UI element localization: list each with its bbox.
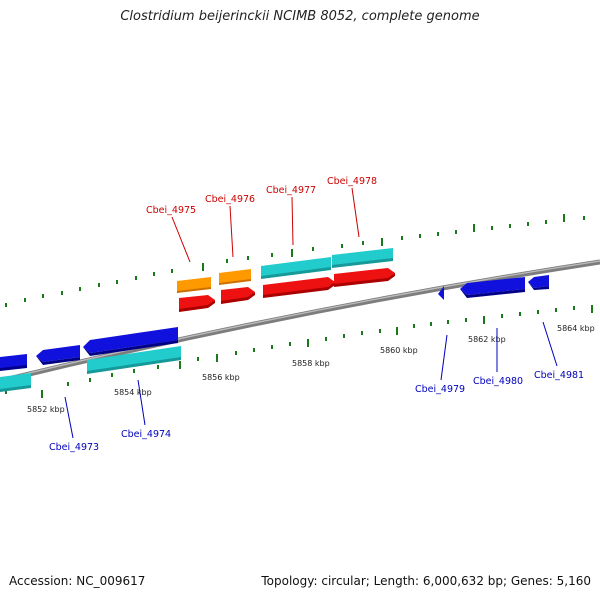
map-title: Clostridium beijerinckii NCIMB 8052, com…: [120, 9, 480, 24]
gene-label-cbei-4974: Cbei_4974: [121, 429, 171, 440]
feature-cbei-4979-cds: [438, 286, 444, 300]
gene-label-cbei-4981: Cbei_4981: [534, 370, 584, 381]
genome-summary-text: Topology: circular; Length: 6,000,632 bp…: [261, 574, 591, 588]
bottom-tick-track: [5, 305, 593, 398]
feature-cbei-4978-gene: [332, 248, 393, 266]
forward-features: [177, 248, 395, 312]
feature-cbei-4977-cds: [263, 277, 335, 296]
kbp-label-5852: 5852 kbp: [27, 405, 65, 414]
gene-label-cbei-4977: Cbei_4977: [266, 185, 316, 196]
feature-cbei-4977-gene: [261, 257, 331, 277]
feature-cbei-4980-cds: [460, 277, 525, 295]
genome-backbone: [0, 259, 600, 384]
feature-cbei-4981-cds: [528, 275, 549, 288]
feature-cbei-4973-gene: [0, 373, 31, 390]
kbp-label-5864: 5864 kbp: [557, 324, 595, 333]
reverse-gene-labels: Cbei_4973 Cbei_4974 Cbei_4979 Cbei_4980 …: [49, 321, 584, 453]
forward-gene-labels: Cbei_4975 Cbei_4976 Cbei_4977 Cbei_4978: [146, 176, 377, 263]
gene-label-cbei-4979: Cbei_4979: [415, 384, 465, 395]
kbp-label-5862: 5862 kbp: [468, 335, 506, 344]
top-tick-track: [5, 214, 585, 307]
feature-cbei-4974-cds: [83, 327, 178, 353]
feature-cbei-4978-cds: [334, 268, 395, 285]
gene-label-cbei-4978: Cbei_4978: [327, 176, 377, 187]
kbp-label-5860: 5860 kbp: [380, 346, 418, 355]
gene-label-cbei-4980: Cbei_4980: [473, 376, 523, 387]
kbp-label-5858: 5858 kbp: [292, 359, 330, 368]
kbp-label-5856: 5856 kbp: [202, 373, 240, 382]
feature-cbei-4976-cds: [221, 287, 255, 302]
gene-label-cbei-4973: Cbei_4973: [49, 442, 99, 453]
reverse-features: [0, 275, 549, 392]
gene-label-cbei-4975: Cbei_4975: [146, 205, 196, 216]
feature-cbei-4974-gene: [87, 346, 181, 372]
gene-label-cbei-4976: Cbei_4976: [205, 194, 255, 205]
feature-cbei-4974-left-cds: [36, 345, 80, 362]
kbp-label-5854: 5854 kbp: [114, 388, 152, 397]
accession-text: Accession: NC_009617: [9, 574, 146, 588]
position-labels: 5852 kbp 5854 kbp 5856 kbp 5858 kbp 5860…: [27, 324, 595, 414]
feature-cbei-4973-cds: [0, 354, 27, 369]
